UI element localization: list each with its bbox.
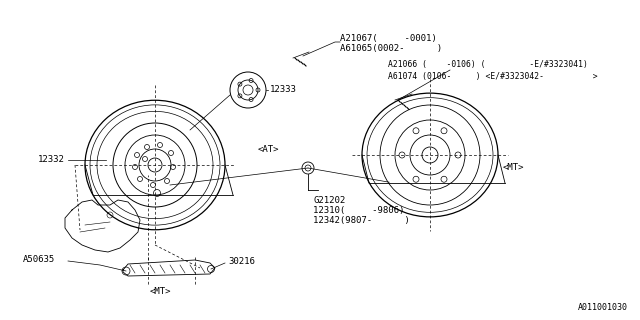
Text: A50635: A50635 [23, 255, 55, 265]
Text: 12342(9807-      ): 12342(9807- ) [313, 216, 410, 225]
Text: 12333: 12333 [270, 85, 297, 94]
Text: <MT>: <MT> [149, 287, 171, 297]
Text: G21202: G21202 [313, 196, 345, 205]
Text: A011001030: A011001030 [578, 303, 628, 312]
Text: A21066 (    -0106) (         -E/#3323041): A21066 ( -0106) ( -E/#3323041) [388, 60, 588, 69]
Text: 30216: 30216 [228, 258, 255, 267]
Text: A61074 (0106-     ) <E/#3323042-          >: A61074 (0106- ) <E/#3323042- > [388, 71, 598, 81]
Text: 12310(     -9806): 12310( -9806) [313, 206, 404, 215]
Text: A61065(0002-      ): A61065(0002- ) [340, 44, 442, 52]
Text: <AT>: <AT> [258, 146, 280, 155]
Text: <MT>: <MT> [503, 163, 525, 172]
Text: A21067(     -0001): A21067( -0001) [340, 34, 436, 43]
Text: 12332: 12332 [38, 156, 65, 164]
